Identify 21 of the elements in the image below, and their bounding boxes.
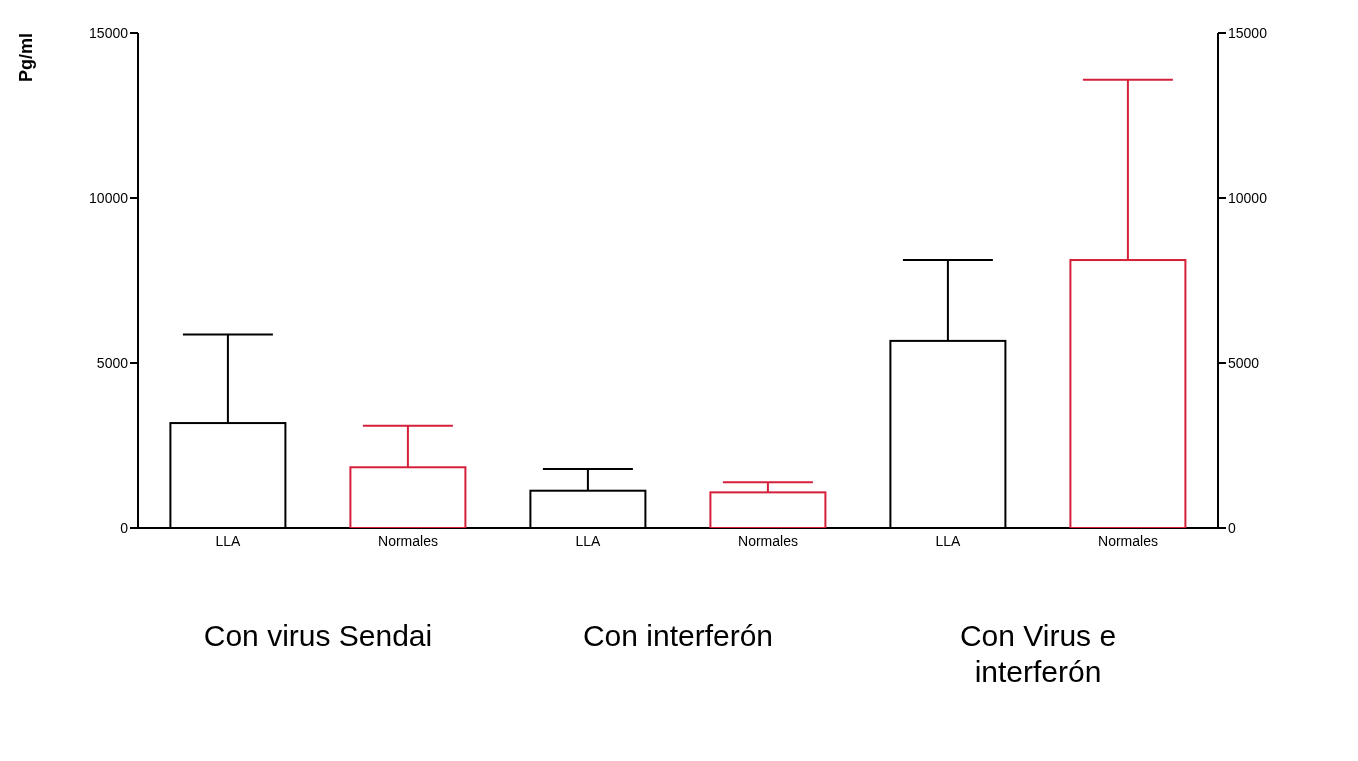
y2-tick-label: 10000: [1228, 189, 1268, 206]
x-tick-label: Normales: [378, 532, 438, 549]
y-axis-title: Pg/ml: [16, 32, 37, 82]
y-tick-label: 10000: [89, 189, 129, 206]
x-tick-label: LLA: [935, 532, 962, 549]
x-tick-label: Normales: [1098, 532, 1158, 549]
text: Con virus Sendai: [202, 618, 434, 654]
x-tick-label: LLA: [215, 532, 242, 549]
bar: [1069, 259, 1187, 528]
y2-tick-label: 0: [1228, 519, 1236, 536]
x-tick-label: Normales: [738, 532, 798, 549]
y-tick-label: 15000: [89, 24, 129, 41]
bar: [349, 466, 467, 528]
y2-tick-label: 15000: [1228, 24, 1268, 41]
bar: [709, 491, 827, 528]
text: Con Virus e interferón: [958, 618, 1118, 690]
text: Con interferón: [581, 618, 775, 654]
y-tick-label: 5000: [96, 354, 129, 371]
x-tick-label: LLA: [575, 532, 602, 549]
y-tick-label: 0: [120, 519, 129, 536]
y2-tick-label: 5000: [1228, 354, 1260, 371]
